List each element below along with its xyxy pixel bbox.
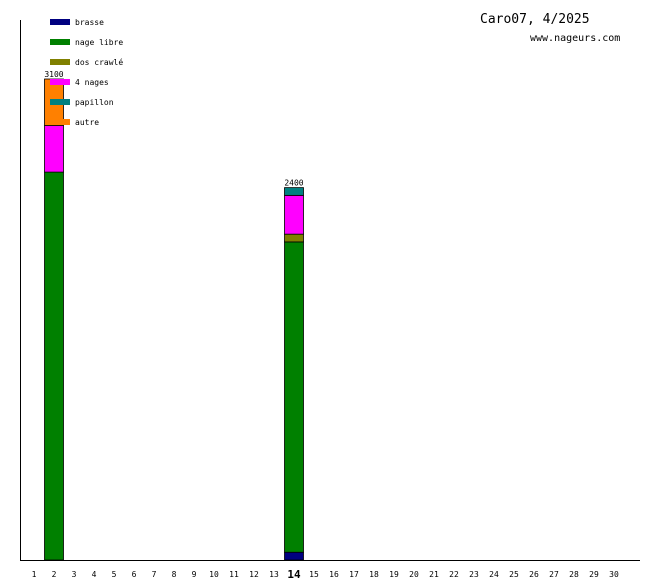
- x-tick-label: 20: [409, 570, 419, 579]
- bars-layer: [44, 78, 304, 561]
- x-tick-label: 29: [589, 570, 599, 579]
- legend-swatch: [50, 19, 70, 25]
- legend-swatch: [50, 119, 70, 125]
- x-tick-label: 19: [389, 570, 399, 579]
- legend-label: 4 nages: [75, 78, 109, 87]
- x-tick-label: 4: [92, 570, 97, 579]
- x-tick-label: 2: [52, 570, 57, 579]
- x-tick-label: 26: [529, 570, 539, 579]
- total-label-day-14: 2400: [284, 179, 303, 188]
- x-tick-label: 22: [449, 570, 459, 579]
- x-tick-label: 15: [309, 570, 319, 579]
- legend-swatch: [50, 79, 70, 85]
- bar-segment-day-2-4-nages: [44, 125, 64, 173]
- bar-segment-day-2-nage-libre: [44, 171, 64, 561]
- bar-segment-day-14-brasse: [284, 551, 304, 561]
- total-label-day-2: 3100: [44, 70, 63, 79]
- x-tick-label: 18: [369, 570, 379, 579]
- x-tick-label: 6: [132, 570, 137, 579]
- x-tick-label: 27: [549, 570, 559, 579]
- x-tick-label: 13: [269, 570, 279, 579]
- x-tick-label: 9: [192, 570, 197, 579]
- x-tick-label: 1: [32, 570, 37, 579]
- x-tick-label: 21: [429, 570, 439, 579]
- x-tick-label: 28: [569, 570, 579, 579]
- x-tick-label: 11: [229, 570, 239, 579]
- legend: brasse nage libre dos crawlé 4 nages papillo…: [50, 18, 123, 127]
- x-tick-label: 30: [609, 570, 619, 579]
- bar-segment-day-14-4-nages: [284, 194, 304, 235]
- x-tick-label: 8: [172, 570, 177, 579]
- bar-segment-day-14-dos-crawlé: [284, 233, 304, 243]
- x-tick-label: 16: [329, 570, 339, 579]
- x-tick-label: 23: [469, 570, 479, 579]
- legend-label: papillon: [75, 98, 114, 107]
- x-tick-label: 17: [349, 570, 359, 579]
- legend-label: nage libre: [75, 38, 123, 47]
- legend-swatch: [50, 99, 70, 105]
- chart-title: Caro07, 4/2025: [480, 12, 590, 27]
- x-tick-label: 3: [72, 570, 77, 579]
- x-tick-label: 7: [152, 570, 157, 579]
- x-tick-label: 5: [112, 570, 117, 579]
- x-tick-label: 25: [509, 570, 519, 579]
- legend-swatch: [50, 39, 70, 45]
- legend-swatch: [50, 59, 70, 65]
- x-tick-labels: 1 2 3 4 5 6 7 8 9 10 11 12 13 14 15 16 17 18 19 20 21 22 23 24 2…: [32, 568, 619, 581]
- bar-segment-day-14-papillon: [284, 187, 304, 196]
- totals-layer: 3100 2400: [44, 70, 303, 188]
- x-tick-label: 10: [209, 570, 219, 579]
- site-url: www.nageurs.com: [530, 33, 620, 44]
- bar-segment-day-14-nage-libre: [284, 241, 304, 553]
- x-tick-label: 12: [249, 570, 259, 579]
- legend-label: brasse: [75, 18, 104, 27]
- legend-label: autre: [75, 118, 99, 127]
- x-tick-label: 14: [287, 568, 301, 580]
- legend-label: dos crawlé: [75, 57, 123, 67]
- x-tick-label: 24: [489, 570, 499, 579]
